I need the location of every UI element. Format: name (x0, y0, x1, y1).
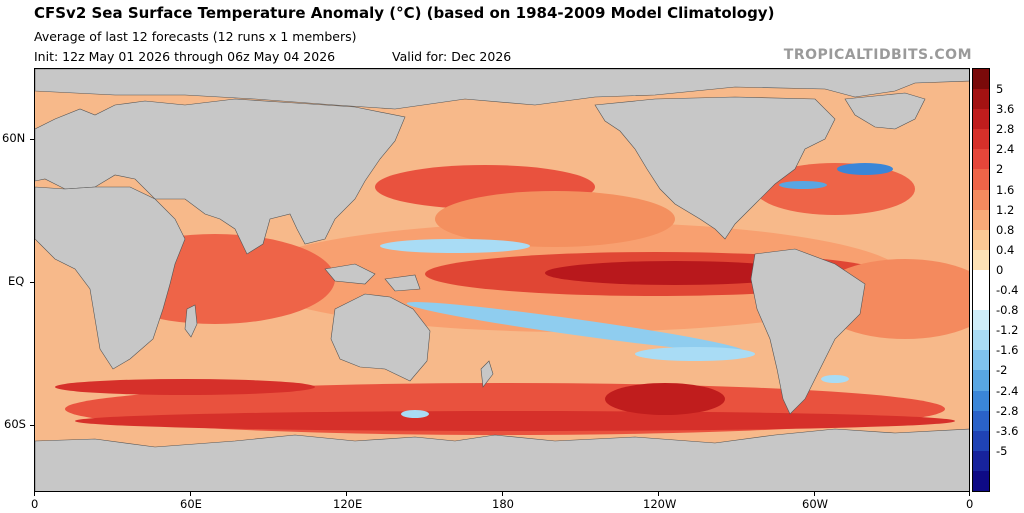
colorbar-cell (973, 410, 989, 432)
colorbar-label: 2.4 (996, 142, 1015, 157)
colorbar-label: -2.8 (996, 403, 1019, 418)
map-canvas (35, 69, 969, 491)
x-label-60e: 60E (180, 497, 202, 511)
colorbar-label: 5 (996, 82, 1004, 97)
chart-subtitle: Average of last 12 forecasts (12 runs x … (34, 29, 357, 44)
x-tick (658, 492, 659, 496)
colorbar-label: 1.6 (996, 182, 1015, 197)
anomaly-field (55, 163, 969, 435)
x-label-0: 0 (31, 497, 39, 511)
colorbar-label: -3.6 (996, 423, 1019, 438)
colorbar-cell (973, 450, 989, 472)
colorbar-label: -2 (996, 363, 1008, 378)
sst-anomaly-map (34, 68, 970, 492)
colorbar-label: -0.4 (996, 283, 1019, 298)
colorbar-label: 2.8 (996, 122, 1015, 137)
init-info: Init: 12z May 01 2026 through 06z May 04… (34, 49, 336, 64)
x-label-0-end: 0 (966, 497, 974, 511)
colorbar-cell (973, 129, 989, 150)
colorbar-label: 1.2 (996, 202, 1015, 217)
colorbar-label: -0.8 (996, 303, 1019, 318)
x-tick (190, 492, 191, 496)
colorbar-label: 2 (996, 162, 1004, 177)
colorbar-label: 0 (996, 262, 1004, 277)
chart-title: CFSv2 Sea Surface Temperature Anomaly (°… (34, 4, 775, 22)
x-tick (969, 492, 970, 496)
valid-info: Valid for: Dec 2026 (392, 49, 512, 64)
y-tick (30, 139, 34, 140)
y-label-60s: 60S (4, 417, 26, 431)
colorbar-cell (973, 350, 989, 371)
land-masses (35, 69, 969, 491)
colorbar-cell (973, 310, 989, 331)
colorbar-label: -1.2 (996, 323, 1019, 338)
colorbar-cell (973, 209, 989, 231)
colorbar-cell (973, 109, 989, 130)
y-tick (30, 282, 34, 283)
x-tick (502, 492, 503, 496)
x-tick (346, 492, 347, 496)
colorbar-cell (973, 149, 989, 170)
colorbar-cell (973, 470, 989, 492)
colorbar-label: -5 (996, 443, 1008, 458)
x-tick (34, 492, 35, 496)
colorbar-cell (973, 290, 989, 311)
y-label-60n: 60N (2, 131, 26, 145)
colorbar-cell (973, 249, 989, 271)
colorbar-cell (973, 330, 989, 351)
colorbar-cell (973, 430, 989, 452)
colorbar-label: -2.4 (996, 383, 1019, 398)
colorbar-cell (973, 89, 989, 110)
colorbar (972, 68, 990, 492)
colorbar-cell (973, 370, 989, 392)
x-label-120w: 120W (643, 497, 677, 511)
colorbar-label: 0.8 (996, 222, 1015, 237)
y-label-eq: EQ (8, 274, 25, 288)
y-tick (30, 425, 34, 426)
colorbar-cell (973, 229, 989, 251)
colorbar-cell (973, 69, 989, 90)
colorbar-cell (973, 269, 989, 291)
colorbar-label: -1.6 (996, 343, 1019, 358)
brand-watermark: TROPICALTIDBITS.COM (783, 47, 972, 63)
colorbar-label: 0.4 (996, 242, 1015, 257)
x-label-60w: 60W (802, 497, 829, 511)
colorbar-cell (973, 169, 989, 191)
x-tick (814, 492, 815, 496)
x-label-180: 180 (492, 497, 514, 511)
colorbar-cell (973, 390, 989, 412)
colorbar-label: 3.6 (996, 102, 1015, 117)
x-label-120e: 120E (333, 497, 363, 511)
colorbar-cell (973, 189, 989, 211)
